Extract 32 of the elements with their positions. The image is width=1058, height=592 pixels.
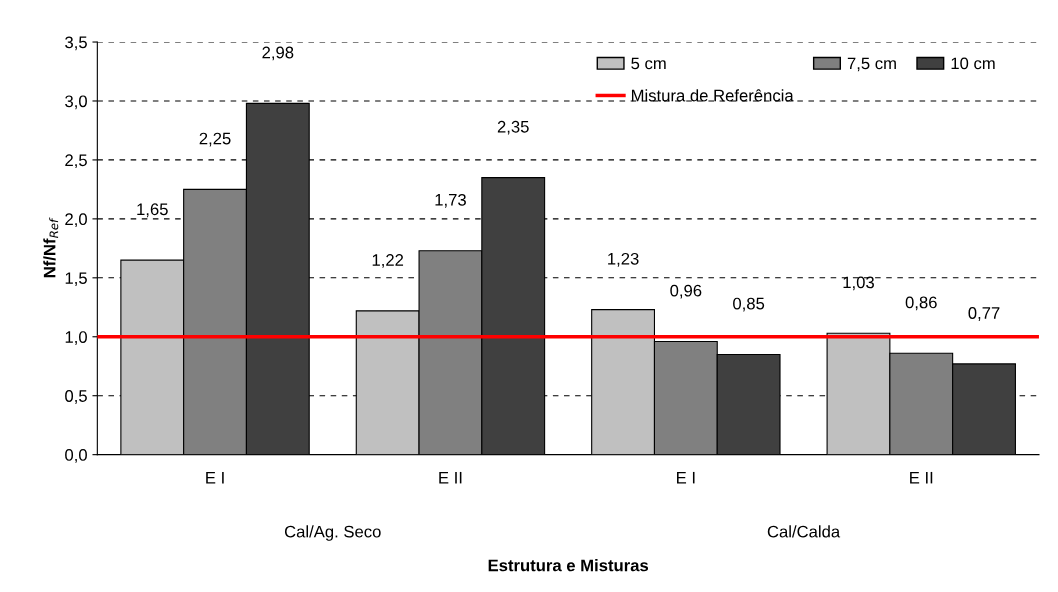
data-label: 2,98 <box>262 46 294 61</box>
y-tick-label: 1,5 <box>65 272 87 286</box>
data-label: 2,35 <box>497 120 529 135</box>
data-label: 2,25 <box>199 132 231 147</box>
data-label: 0,96 <box>670 284 702 299</box>
x-axis-title: Estrutura e Misturas <box>488 559 649 572</box>
x-tick-label: E II <box>910 471 933 484</box>
y-tick-label: 0,5 <box>65 390 87 404</box>
x-tick-label: E II <box>439 471 462 484</box>
data-label: 1,22 <box>372 254 404 268</box>
y-tick-label: 0,0 <box>65 449 87 463</box>
data-label: 0,86 <box>905 296 937 311</box>
y-tick-label: 1,0 <box>65 331 87 345</box>
data-label: 1,03 <box>843 276 874 291</box>
data-label: 1,65 <box>137 203 168 218</box>
data-label: 1,23 <box>608 252 639 267</box>
y-tick-label: 3,5 <box>65 36 87 51</box>
text: Cal/Calda <box>767 525 841 538</box>
legend-label: 5 cm <box>631 57 666 70</box>
y-tick-label: 2,0 <box>65 213 87 228</box>
y-axis-title: Nf/Nf$_{Ref}$ <box>43 217 59 278</box>
legend-label: Mistura de Referência <box>631 89 794 102</box>
data-label: 0,77 <box>968 307 1000 321</box>
text: Cal/Ag. Seco <box>284 525 381 541</box>
legend-label: 7,5 cm <box>847 57 896 72</box>
data-label: 0,85 <box>733 297 765 312</box>
legend-label: 10 cm <box>951 57 995 70</box>
y-tick-label: 2,5 <box>65 154 87 169</box>
x-tick-label: E I <box>206 471 224 484</box>
x-tick-label: E I <box>677 471 695 484</box>
y-tick-label: 3,0 <box>65 95 87 110</box>
data-label: 1,73 <box>435 193 466 208</box>
